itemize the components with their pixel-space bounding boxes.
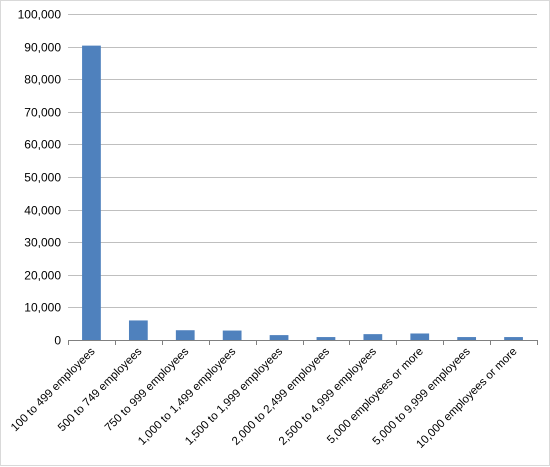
bar — [175, 330, 195, 340]
bar — [410, 333, 430, 340]
y-tick-label: 50,000 — [24, 171, 61, 185]
y-tick-label: 0 — [54, 334, 61, 348]
y-tick-label: 30,000 — [24, 236, 61, 250]
y-tick-label: 70,000 — [24, 106, 61, 120]
y-tick-label: 10,000 — [24, 301, 61, 315]
y-tick-label: 80,000 — [24, 73, 61, 87]
x-axis — [68, 340, 538, 345]
x-category-label: 10,000 employees or more — [414, 346, 519, 451]
y-tick-label: 100,000 — [18, 8, 62, 22]
bar — [504, 337, 523, 340]
bar — [316, 337, 336, 340]
bar — [363, 334, 383, 340]
x-category-label: 5,000 employees or more — [325, 346, 426, 447]
bar — [82, 45, 101, 340]
bar — [222, 330, 242, 340]
bars — [82, 45, 523, 340]
x-category-label: 500 to 749 employees — [56, 345, 145, 434]
x-category-label: 5,000 to 9,999 employees — [371, 345, 473, 447]
y-tick-label: 60,000 — [24, 138, 61, 152]
y-tick-label: 20,000 — [24, 269, 61, 283]
y-axis-tick-labels: 0 10,000 20,000 30,000 40,000 50,000 60,000 70,… — [18, 8, 62, 348]
gridlines — [68, 14, 537, 308]
x-category-label: 1,000 to 1,499 employees — [136, 345, 238, 447]
y-tick-label: 40,000 — [24, 204, 61, 218]
bar — [457, 337, 477, 340]
x-category-label: 1,500 to 1,999 employees — [183, 345, 285, 447]
x-category-label: 2,000 to 2,499 employees — [230, 345, 332, 447]
x-category-label: 100 to 499 employees — [9, 345, 98, 434]
x-category-label: 750 to 999 employees — [103, 345, 192, 434]
x-category-label: 2,500 to 4,999 employees — [277, 345, 379, 447]
y-tick-label: 90,000 — [24, 41, 61, 55]
bar — [269, 335, 289, 340]
bar — [128, 320, 148, 340]
